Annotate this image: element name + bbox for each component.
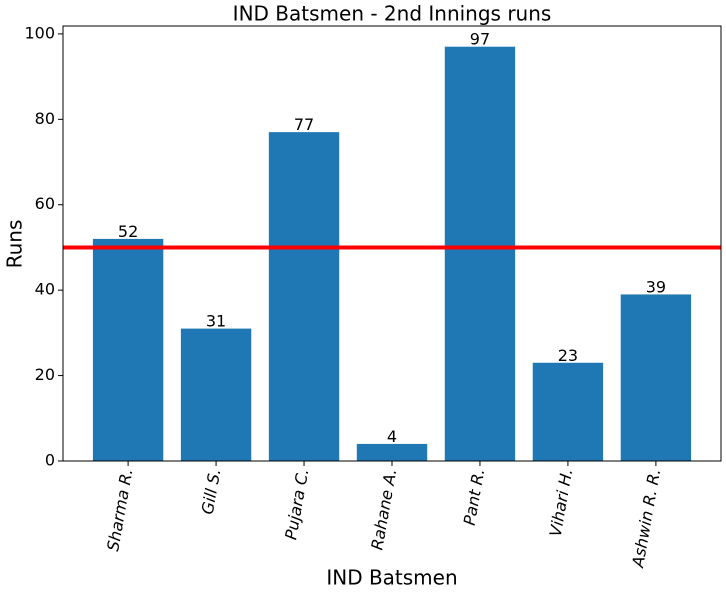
value-label: 39 — [646, 277, 666, 296]
value-label: 77 — [294, 115, 314, 134]
bar — [356, 443, 428, 461]
plot-frame — [62, 25, 722, 462]
bar — [532, 362, 604, 461]
bar — [180, 328, 252, 461]
x-tick-label: Pant R. — [460, 467, 489, 527]
value-label: 23 — [558, 346, 578, 365]
value-label: 52 — [118, 222, 138, 241]
value-label: 31 — [206, 312, 226, 331]
value-label: 4 — [387, 427, 397, 446]
bar — [444, 46, 516, 461]
bar — [92, 238, 164, 461]
y-tick-label: 40 — [35, 280, 55, 299]
x-tick-label: Ashwin R. R. — [628, 467, 664, 569]
bar — [268, 132, 340, 461]
y-axis-label: Runs — [3, 220, 27, 269]
x-tick-label: Vihari H. — [546, 467, 577, 538]
x-axis-label: IND Batsmen — [326, 566, 457, 590]
x-tick-label: Sharma R. — [103, 467, 136, 552]
chart-title: IND Batsmen - 2nd Innings runs — [233, 2, 552, 26]
x-tick-label: Rahane A. — [367, 467, 400, 551]
x-tick-label: Pujara C. — [281, 467, 312, 541]
bar — [620, 294, 692, 461]
value-label: 97 — [470, 30, 490, 49]
y-tick-label: 20 — [35, 365, 55, 384]
y-tick-label: 100 — [24, 23, 55, 42]
y-tick-label: 0 — [45, 451, 55, 470]
x-tick-label: Gill S. — [198, 467, 225, 516]
y-tick-label: 60 — [35, 194, 55, 213]
y-tick-label: 80 — [35, 109, 55, 128]
